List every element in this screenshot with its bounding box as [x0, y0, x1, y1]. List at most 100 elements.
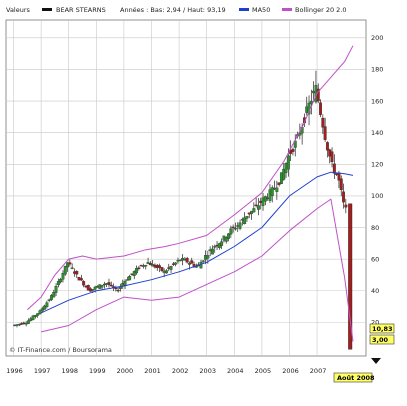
candle-body: [330, 151, 334, 162]
candle-body: [43, 305, 47, 310]
candle-body: [93, 286, 97, 290]
candle-body: [27, 320, 30, 324]
date-tag: Août 2008: [333, 372, 375, 383]
candle-body: [252, 208, 256, 213]
legend-series-name: BEAR STEARNS: [56, 6, 106, 14]
x-tick-label: 2004: [227, 367, 244, 375]
candle-body: [66, 262, 70, 268]
candle-body: [52, 292, 56, 298]
candle-body: [63, 265, 67, 275]
date-tag-text: Août 2008: [337, 374, 375, 382]
legend-swatch-bollinger: [282, 8, 292, 11]
candle-body: [158, 265, 162, 268]
x-tick-label: 1999: [89, 367, 106, 375]
legend-swatch-ma50: [239, 8, 249, 11]
candle-body: [332, 163, 336, 174]
candle-body: [68, 262, 72, 265]
candle-body: [210, 248, 214, 255]
legend-bollinger-label: Bollinger 20 2.0: [295, 6, 347, 14]
candle-body: [56, 281, 60, 286]
candle-body: [201, 260, 205, 262]
candle-body: [100, 285, 104, 288]
candle-body: [128, 276, 132, 281]
legend-ma-label: MA50: [252, 6, 270, 14]
x-tick-label: 1998: [61, 367, 78, 375]
candle-body: [169, 266, 173, 270]
candle-body: [31, 315, 35, 320]
candle-body: [286, 155, 290, 170]
candle-body: [233, 227, 237, 230]
candle-body: [238, 222, 242, 229]
candle-body: [36, 313, 40, 316]
y-tick-label: 100: [371, 192, 383, 200]
candle-body: [270, 187, 274, 196]
series-line-bollinger-upper: [26, 45, 354, 311]
candle-body: [185, 258, 189, 263]
candle-body: [319, 102, 322, 115]
candle-body: [116, 289, 120, 292]
candle-body: [75, 271, 79, 275]
candle-body: [59, 279, 63, 283]
y-tick-label: 180: [371, 66, 383, 74]
candle-body: [199, 262, 203, 269]
price-tag-last-text: 10,83: [372, 325, 393, 333]
candle-body: [245, 215, 249, 219]
candle-body: [114, 287, 118, 290]
candle-body: [206, 255, 210, 259]
candle-body: [282, 168, 286, 180]
candle-body: [194, 266, 198, 268]
candle-body: [50, 295, 53, 300]
axis-ticks: 20 40 60 80 100 120 140 160 180 200 1996 1997 1998 19…: [6, 34, 383, 375]
candle-body: [323, 126, 327, 140]
x-tick-label: 2005: [255, 367, 272, 375]
candle-body: [190, 260, 194, 264]
y-tick-label: 40: [371, 287, 379, 295]
candle-body: [70, 267, 74, 269]
candle-body: [123, 280, 127, 286]
candle-body: [316, 88, 320, 102]
candle-body: [220, 241, 224, 246]
y-tick-label: 160: [371, 97, 383, 105]
candle-body: [227, 233, 230, 239]
price-tag-low-text: 3,00: [372, 336, 389, 344]
candle-body: [261, 197, 265, 206]
candle-body: [135, 268, 139, 274]
x-tick-label: 2003: [199, 367, 216, 375]
candle-body: [137, 267, 141, 269]
candle-body: [54, 286, 58, 293]
candle-body: [148, 263, 152, 266]
candle-body: [344, 204, 348, 208]
candle-body: [325, 142, 329, 151]
candle-body: [61, 273, 65, 280]
candle-body: [91, 288, 95, 291]
x-tick-label: 2002: [172, 367, 189, 375]
y-tick-label: 120: [371, 161, 383, 169]
candle-body: [109, 284, 113, 287]
candle-body: [213, 246, 217, 248]
series-line-ma50: [40, 171, 354, 314]
candle-body: [146, 262, 150, 264]
candle-body: [275, 187, 279, 192]
candle-body: [250, 210, 253, 214]
price-candles: [13, 70, 353, 350]
candle-body: [132, 271, 136, 276]
candle-body: [82, 281, 86, 286]
down-arrow-icon: [371, 358, 381, 364]
candle-body: [224, 237, 228, 242]
x-tick-label: 2001: [144, 367, 161, 375]
series-line-bollinger-lower: [40, 198, 354, 342]
candle-body: [144, 264, 148, 267]
candle-body: [79, 278, 83, 281]
y-tick-label: 140: [371, 129, 383, 137]
candle-body: [86, 285, 90, 291]
candle-body: [45, 302, 49, 308]
y-tick-label: 80: [371, 224, 379, 232]
y-tick-label: 60: [371, 255, 379, 263]
candle-body: [187, 262, 191, 265]
price-tag-low: 3,00: [369, 334, 395, 345]
candle-body: [33, 315, 37, 317]
credit-text: © IT-Finance.com / Boursorama: [9, 346, 112, 354]
candle-body: [229, 228, 233, 235]
y-tick-label: 200: [371, 34, 383, 42]
